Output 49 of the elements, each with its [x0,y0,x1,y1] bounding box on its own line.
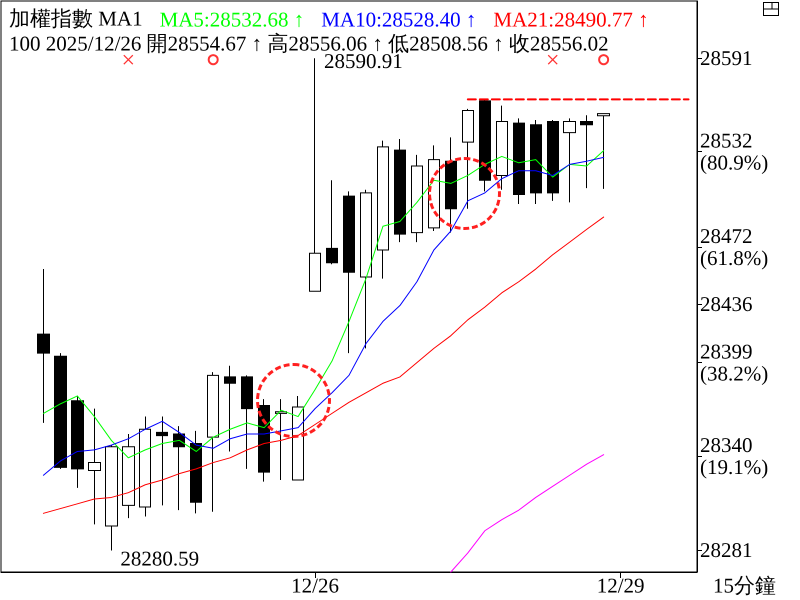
candlestick [580,114,593,189]
candlestick [462,108,474,210]
candlestick [190,430,202,514]
candlestick [530,119,542,205]
candlestick [394,138,406,243]
candlestick [207,372,219,512]
candlestick [496,105,508,190]
line-series [42,216,604,514]
candlestick [360,189,372,349]
candlestick [139,416,151,517]
candlestick [71,395,84,488]
candlestick [105,444,118,551]
candlestick [309,58,321,292]
candlestick [445,136,457,234]
candlestick [54,352,67,470]
text: 28280.59 [120,546,200,570]
candlestick [513,118,525,205]
candlestick [241,374,253,470]
candlestick [173,426,185,511]
y-tick-label: 28472 (61.8%) [700,224,768,270]
candlestick [411,154,423,243]
chart-title: 加權指數 MA1 [9,6,143,30]
text: MA21:28490.77 ↑ [493,8,649,32]
y-tick-label: 28281 [700,538,752,562]
candlestick [343,190,355,354]
candlestick [156,416,168,506]
y-tick-label: 28532 (80.9%) [700,128,768,175]
x-tick-label: 12/29 [596,574,645,598]
candlestick [597,113,610,190]
y-tick-label: 28436 [700,292,752,316]
candlestick [326,180,338,265]
candlestick [275,398,287,481]
text: MA10:28528.40 ↑ [321,8,476,32]
candlestick [377,140,389,280]
x-tick-label: 12/26 [291,574,339,598]
candlestick [224,365,236,452]
candlestick [547,119,559,202]
text: MA5:28532.68 ↑ [160,8,304,32]
candlestick [37,268,50,424]
y-tick-label: 28591 [700,46,752,70]
candlestick [88,408,101,525]
y-tick-label: 28340 (19.1%) [700,433,768,480]
candlestick [479,98,491,192]
line-series [450,454,604,572]
candlestick [122,434,135,519]
candlestick [292,395,304,481]
x-axis-title: 15分鐘 [713,574,776,598]
candlestick [563,118,576,203]
y-tick-label: 28399 (38.2%) [700,340,768,386]
